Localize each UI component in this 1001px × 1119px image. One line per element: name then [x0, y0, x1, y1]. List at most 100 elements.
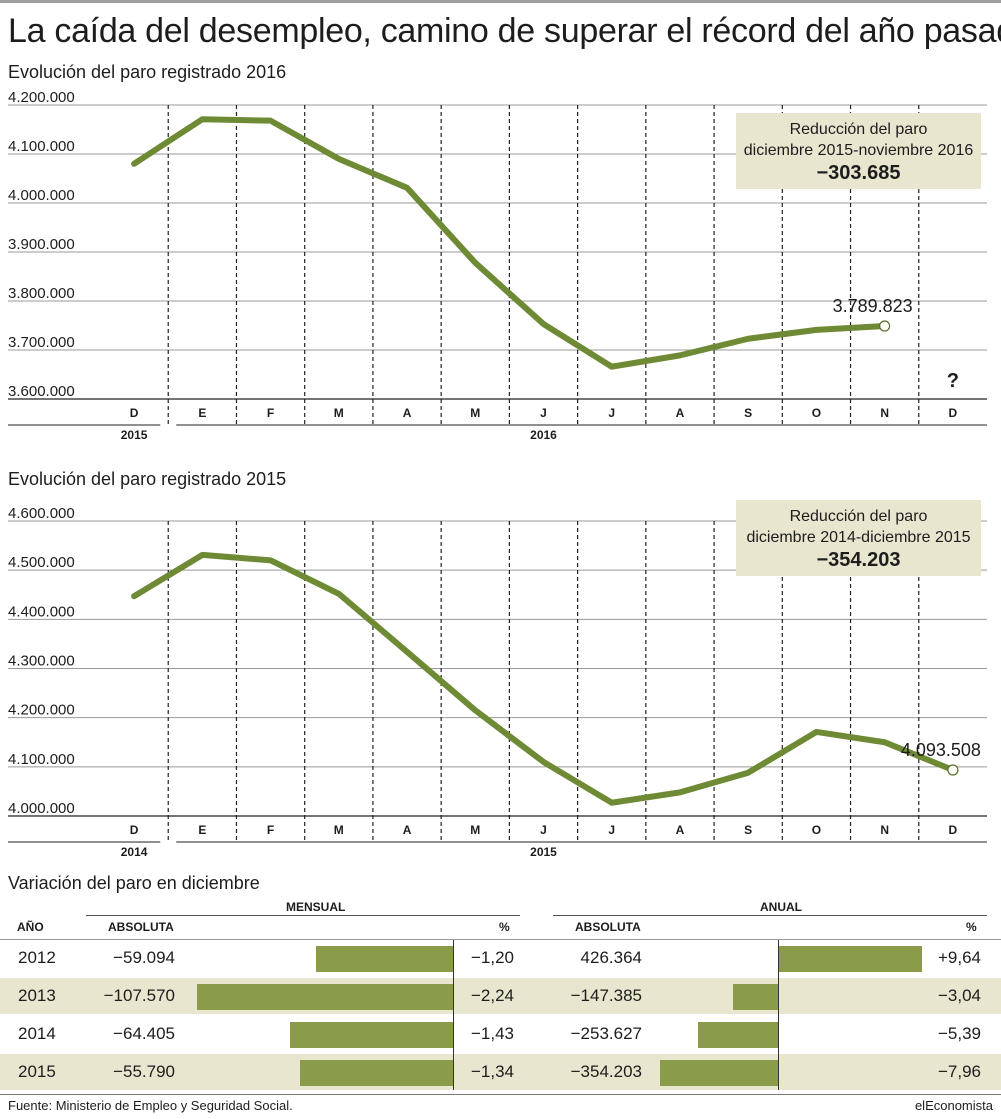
callout-line1: Reducción del paro: [790, 121, 928, 138]
year-cell: 2013: [18, 986, 56, 1005]
callout-value: −354.203: [817, 549, 901, 571]
anual-bar: [732, 984, 778, 1010]
x-tick-label: A: [676, 823, 685, 837]
y-tick-label: 3.800.000: [8, 285, 75, 302]
mensual-abs-cell: −107.570: [103, 986, 175, 1005]
anual-abs-cell: −354.203: [570, 1062, 642, 1081]
table-row: 2012 −59.094 −1,20 426.364 +9,64: [0, 940, 1001, 976]
y-tick-label: 3.700.000: [8, 334, 75, 351]
y-tick-label: 4.000.000: [8, 187, 75, 204]
x-tick-label: E: [198, 823, 206, 837]
chart2-svg: 4.600.000 4.500.000 4.400.000 4.300.000 4.20…: [8, 500, 987, 859]
mensual-pct-cell: −1,43: [470, 1024, 514, 1043]
y-tick-label: 4.300.000: [8, 653, 75, 670]
end-point: [879, 320, 891, 332]
x-tick-label: D: [949, 823, 958, 837]
header-mensual: MENSUAL: [286, 900, 346, 914]
anual-pct-cell: −7,96: [937, 1062, 981, 1081]
callout-box: [736, 113, 981, 189]
y-tick-label: 4.100.000: [8, 751, 75, 768]
mensual-axis: [453, 940, 454, 1090]
y-tick-label: 4.100.000: [8, 138, 75, 155]
anual-pct-cell: −5,39: [937, 1024, 981, 1043]
table-row: 2014 −64.405 −1,43 −253.627 −5,39: [0, 1016, 1001, 1052]
y-tick-label: 4.400.000: [8, 603, 75, 620]
mensual-pct-cell: −1,20: [470, 948, 514, 967]
unknown-marker: ?: [947, 370, 959, 392]
mensual-bar: [197, 984, 453, 1010]
mensual-bar: [315, 946, 453, 972]
brand-logo: elEconomista: [914, 1098, 993, 1113]
x-tick-label: A: [403, 823, 412, 837]
page-title: La caída del desempleo, camino de supera…: [8, 12, 1001, 50]
anual-axis: [778, 940, 779, 1090]
x-tick-label: J: [608, 823, 615, 837]
y-tick-label: 3.600.000: [8, 383, 75, 400]
header-anual: ANUAL: [760, 900, 802, 914]
end-value-label: 4.093.508: [901, 740, 981, 760]
callout-line1: Reducción del paro: [790, 508, 928, 525]
y-tick-label: 4.600.000: [8, 505, 75, 522]
table-row: 2015 −55.790 −1,34 −354.203 −7,96: [0, 1054, 1001, 1090]
end-point: [947, 764, 959, 776]
top-rule: [0, 0, 1001, 3]
col-anual-pct: %: [966, 920, 977, 934]
anual-pct-cell: +9,64: [937, 948, 981, 967]
anual-bar: [698, 1022, 778, 1048]
x-tick-label: A: [403, 406, 412, 420]
y-tick-label: 4.200.000: [8, 702, 75, 719]
x-tick-label: A: [676, 406, 685, 420]
x-tick-label: F: [267, 823, 274, 837]
year-label: 2015: [121, 428, 148, 442]
anual-abs-cell: −253.627: [570, 1024, 642, 1043]
x-tick-label: S: [744, 823, 752, 837]
mensual-abs-cell: −59.094: [113, 948, 175, 967]
callout-value: −303.685: [817, 162, 901, 184]
x-tick-label: M: [470, 406, 480, 420]
anual-bar: [779, 946, 922, 972]
series-line: [131, 116, 888, 370]
y-tick-label: 3.900.000: [8, 236, 75, 253]
x-tick-label: M: [334, 823, 344, 837]
y-tick-label: 4.200.000: [8, 89, 75, 106]
x-tick-label: J: [540, 823, 547, 837]
col-mensual-pct: %: [499, 920, 510, 934]
col-year: AÑO: [17, 920, 44, 934]
mensual-abs-cell: −64.405: [113, 1024, 175, 1043]
col-anual-abs: ABSOLUTA: [575, 920, 641, 934]
mensual-bar: [289, 1022, 453, 1048]
x-tick-label: D: [949, 406, 958, 420]
mensual-abs-cell: −55.790: [113, 1062, 175, 1081]
anual-bar: [660, 1060, 778, 1086]
chart1-svg: 4.200.000 4.100.000 4.000.000 3.900.000 3.80…: [8, 89, 987, 442]
anual-pct-cell: −3,04: [937, 986, 981, 1005]
header-anual-rule: [553, 915, 987, 916]
x-tick-label: J: [608, 406, 615, 420]
header-bottom-rule: [0, 939, 1001, 940]
callout-line2: diciembre 2014-diciembre 2015: [746, 529, 970, 546]
mensual-bar: [299, 1060, 453, 1086]
x-tick-label: S: [744, 406, 752, 420]
x-tick-label: N: [880, 406, 889, 420]
x-tick-label: N: [880, 823, 889, 837]
col-mensual-abs: ABSOLUTA: [108, 920, 174, 934]
anual-abs-cell: −147.385: [570, 986, 642, 1005]
x-tick-label: D: [130, 406, 139, 420]
year-label: 2014: [121, 845, 148, 859]
end-value-label: 3.789.823: [833, 296, 913, 316]
callout-line2: diciembre 2015-noviembre 2016: [744, 142, 974, 159]
callout-box: [736, 500, 981, 576]
year-label: 2015: [530, 845, 557, 859]
x-tick-label: E: [198, 406, 206, 420]
mensual-pct-cell: −1,34: [470, 1062, 514, 1081]
x-tick-label: D: [130, 823, 139, 837]
year-cell: 2015: [18, 1062, 56, 1081]
table-row: 2013 −107.570 −2,24 −147.385 −3,04: [0, 978, 1001, 1014]
y-tick-label: 4.000.000: [8, 800, 75, 817]
bottom-rule: [0, 1094, 1001, 1095]
x-tick-label: J: [540, 406, 547, 420]
table-title: Variación del paro en diciembre: [8, 873, 260, 893]
y-tick-label: 4.500.000: [8, 554, 75, 571]
source-note: Fuente: Ministerio de Empleo y Seguridad…: [8, 1098, 293, 1113]
series-line: [131, 551, 956, 806]
